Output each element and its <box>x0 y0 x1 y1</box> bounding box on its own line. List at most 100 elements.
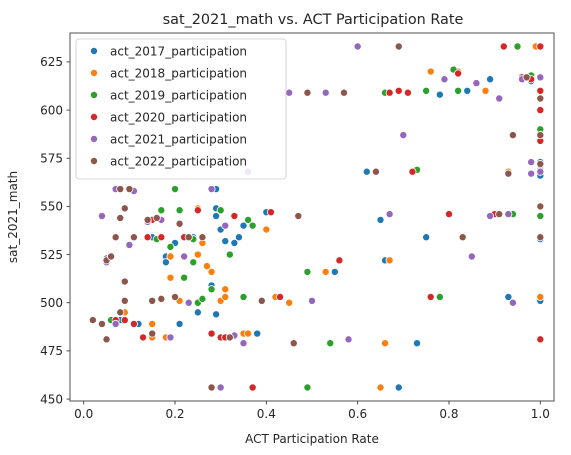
data-point <box>157 294 166 303</box>
data-point <box>504 210 513 219</box>
data-point <box>394 42 403 51</box>
data-point <box>166 242 175 251</box>
x-tick-label: 0.8 <box>439 407 458 421</box>
x-tick-label: 0.2 <box>165 407 184 421</box>
data-point <box>221 285 230 294</box>
data-point <box>536 106 545 115</box>
data-point <box>403 88 412 97</box>
data-point <box>536 292 545 301</box>
y-axis: 450 475 500 525 550 575 600 625 <box>40 55 70 406</box>
x-tick-label: 0.6 <box>348 407 367 421</box>
data-point <box>166 273 175 282</box>
data-point <box>244 329 253 338</box>
data-point <box>148 329 157 338</box>
y-tick-label: 500 <box>40 296 63 310</box>
data-point <box>467 252 476 261</box>
data-point <box>184 233 193 242</box>
data-point <box>198 233 207 242</box>
data-point <box>522 73 531 82</box>
data-point <box>148 319 157 328</box>
data-point <box>472 79 481 88</box>
data-point <box>422 233 431 242</box>
data-point <box>148 296 157 305</box>
data-point <box>285 298 294 307</box>
data-point <box>508 131 517 140</box>
data-point <box>193 206 202 215</box>
data-point <box>216 383 225 392</box>
y-tick-label: 450 <box>40 392 63 406</box>
x-axis-label: ACT Participation Rate <box>245 432 379 446</box>
data-point <box>139 333 148 342</box>
data-point <box>189 258 198 267</box>
data-point <box>111 319 120 328</box>
data-point <box>193 250 202 259</box>
data-point <box>326 339 335 348</box>
data-point <box>454 69 463 78</box>
legend-marker <box>90 113 99 122</box>
data-point <box>276 292 285 301</box>
data-point <box>262 225 271 234</box>
legend-marker <box>90 91 99 100</box>
data-point <box>504 169 513 178</box>
data-point <box>422 86 431 95</box>
data-point <box>202 262 211 271</box>
data-point <box>303 88 312 97</box>
data-point <box>207 267 216 276</box>
data-point <box>120 277 129 286</box>
legend-label: act_2020_participation <box>110 110 247 124</box>
data-point <box>527 158 536 167</box>
data-point <box>120 204 129 213</box>
data-point <box>152 213 161 222</box>
data-point <box>239 292 248 301</box>
data-point <box>225 250 234 259</box>
data-point <box>207 285 216 294</box>
data-point <box>171 292 180 301</box>
data-point <box>289 339 298 348</box>
data-point <box>536 94 545 103</box>
data-point <box>161 258 170 267</box>
data-point <box>321 88 330 97</box>
data-point <box>435 292 444 301</box>
data-point <box>504 292 513 301</box>
data-point <box>513 42 522 51</box>
data-point <box>381 339 390 348</box>
data-point <box>175 219 184 228</box>
data-point <box>426 67 435 76</box>
data-point <box>335 256 344 265</box>
data-point <box>454 86 463 95</box>
data-point <box>129 319 138 328</box>
y-tick-label: 600 <box>40 103 63 117</box>
data-point <box>230 212 239 221</box>
data-point <box>175 206 184 215</box>
data-point <box>385 256 394 265</box>
data-point <box>536 202 545 211</box>
data-point <box>166 333 175 342</box>
data-point <box>536 86 545 95</box>
data-point <box>166 252 175 261</box>
data-point <box>536 131 545 140</box>
data-point <box>143 215 152 224</box>
data-point <box>527 169 536 178</box>
data-point <box>125 240 134 249</box>
data-point <box>408 167 417 176</box>
data-point <box>180 252 189 261</box>
data-point <box>198 294 207 303</box>
data-point <box>230 239 239 248</box>
legend-box <box>75 38 287 180</box>
data-point <box>536 335 545 344</box>
data-point <box>116 213 125 222</box>
data-point <box>244 215 253 224</box>
data-point <box>207 329 216 338</box>
chart-title: sat_2021_math vs. ACT Participation Rate <box>163 12 464 28</box>
data-point <box>463 86 472 95</box>
data-point <box>376 215 385 224</box>
x-tick-label: 1.0 <box>531 407 550 421</box>
data-point <box>221 292 230 301</box>
data-point <box>129 233 138 242</box>
data-point <box>212 310 221 319</box>
data-point <box>111 233 120 242</box>
data-point <box>536 233 545 242</box>
data-point <box>486 75 495 84</box>
data-point <box>394 86 403 95</box>
data-point <box>536 42 545 51</box>
